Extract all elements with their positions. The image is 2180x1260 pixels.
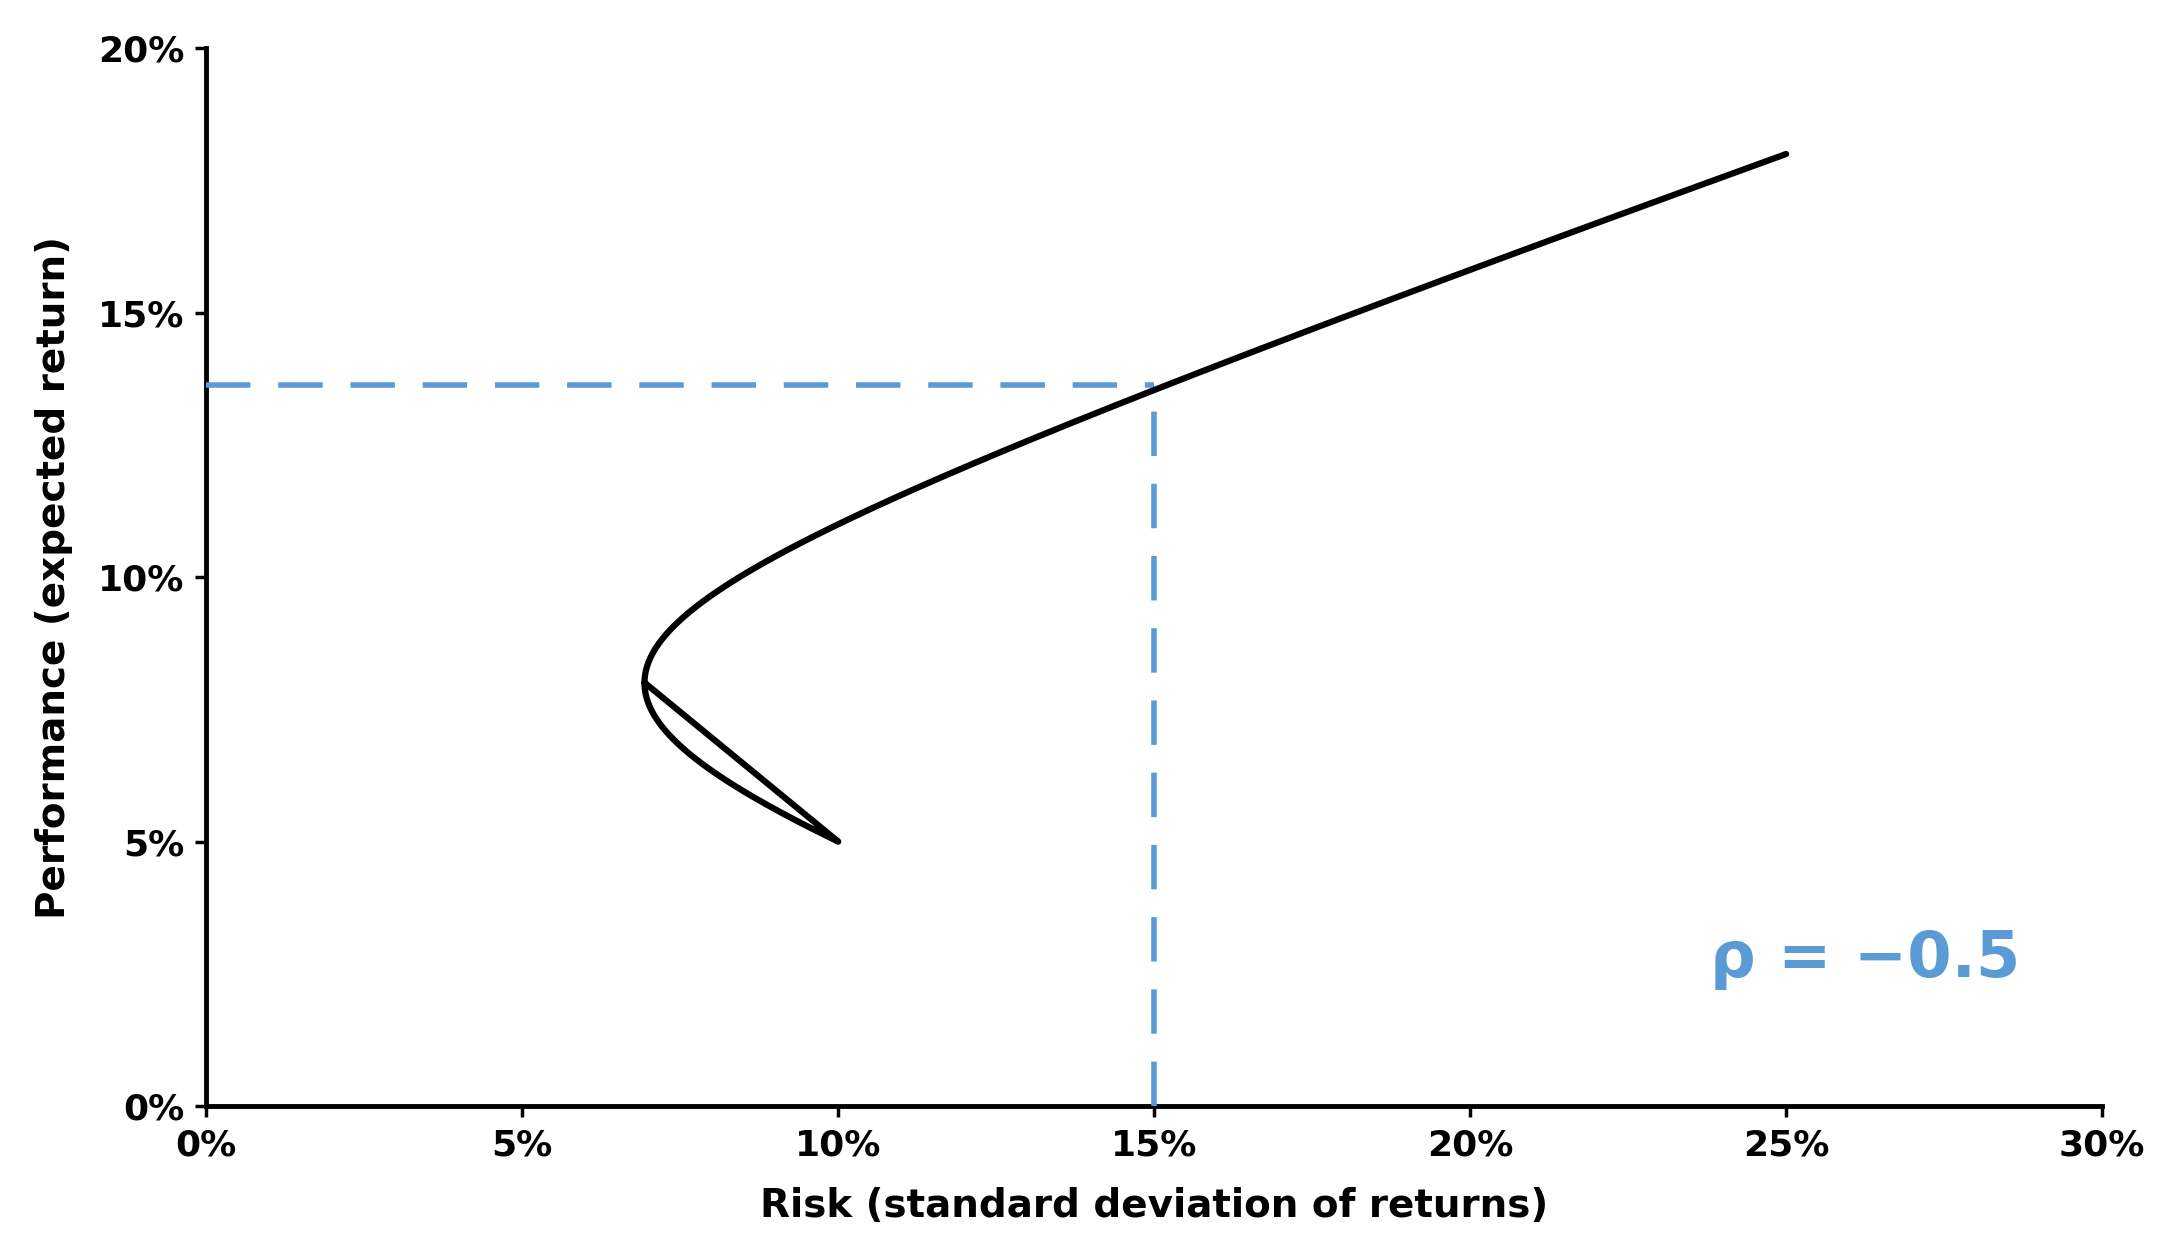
X-axis label: Risk (standard deviation of returns): Risk (standard deviation of returns) bbox=[761, 1187, 1548, 1225]
Text: ρ = −0.5: ρ = −0.5 bbox=[1711, 927, 2021, 989]
Y-axis label: Performance (expected return): Performance (expected return) bbox=[35, 236, 72, 919]
